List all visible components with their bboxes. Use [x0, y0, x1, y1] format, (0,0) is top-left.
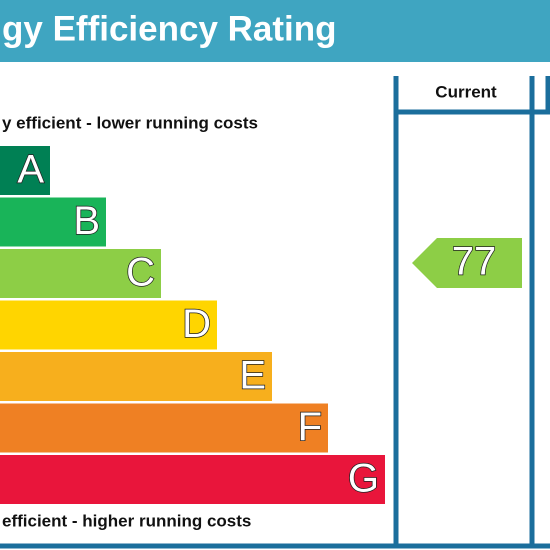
band-letter: C — [126, 251, 155, 295]
band-bar — [0, 403, 328, 453]
band-letter: F — [298, 405, 322, 449]
band-letter: G — [348, 457, 379, 501]
band-bar — [0, 146, 50, 195]
top-label: y efficient - lower running costs — [2, 113, 258, 132]
frame — [0, 76, 550, 549]
bottom-label: efficient - higher running costs — [2, 511, 251, 530]
title: gy Efficiency Rating — [2, 9, 337, 48]
band-letter: D — [182, 302, 211, 346]
current-arrow — [412, 238, 522, 288]
band-letter: A — [17, 148, 44, 192]
band-letter: E — [239, 354, 266, 398]
band-bar — [0, 197, 106, 247]
column-header: Current — [435, 82, 497, 101]
band-bar — [0, 300, 217, 350]
band-bar — [0, 249, 161, 298]
band-bar — [0, 352, 272, 401]
header-band — [0, 0, 550, 62]
current-value: 77 — [452, 240, 497, 284]
band-bar — [0, 455, 385, 504]
band-letter: B — [73, 199, 100, 243]
